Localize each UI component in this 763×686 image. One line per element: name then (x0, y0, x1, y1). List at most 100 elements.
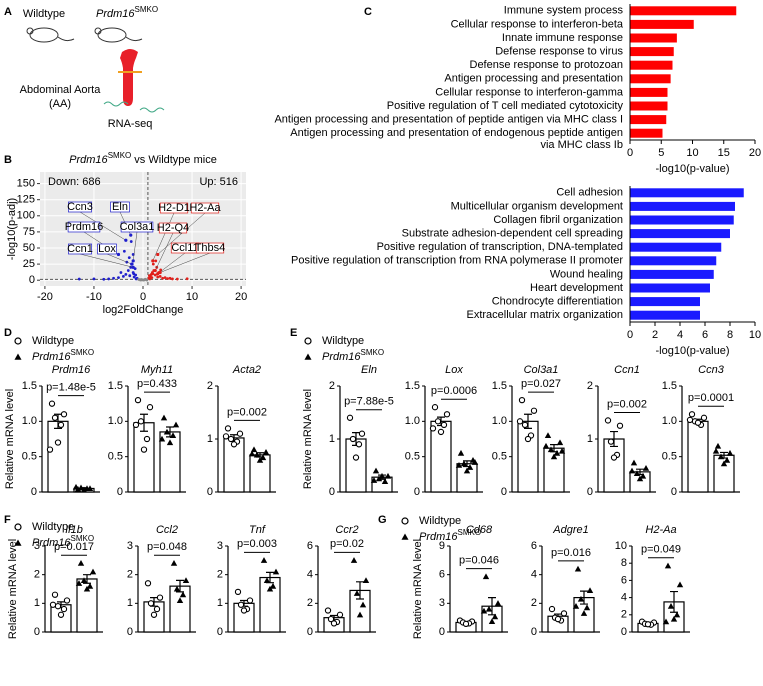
bar (630, 19, 694, 29)
point (132, 421, 140, 429)
point (482, 573, 490, 580)
bar (630, 33, 677, 43)
point (154, 259, 158, 263)
label-leader (157, 212, 206, 255)
y-tick-label: 6 (439, 569, 445, 581)
wave (139, 107, 165, 113)
legend-marker (14, 539, 22, 546)
y-axis-label: Relative mRNA level (412, 539, 424, 639)
point (353, 590, 361, 596)
p-value: p=7.88e-5 (344, 396, 394, 408)
bar (630, 201, 735, 211)
label-box (68, 201, 92, 213)
legend-marker (14, 353, 22, 360)
y-tick-label: 6 (531, 540, 537, 552)
point (119, 271, 123, 274)
bar (345, 438, 367, 493)
bar (47, 420, 69, 493)
annotation: Up: 516 (199, 176, 238, 188)
x-tick-label: 10 (686, 147, 698, 159)
gene-label: H2-D1 (158, 202, 190, 214)
label-box (67, 221, 101, 233)
error-bar (54, 413, 62, 429)
point (700, 414, 708, 421)
point (230, 441, 238, 448)
point (327, 615, 335, 623)
y-tick-label: 0 (439, 626, 445, 638)
point (160, 414, 168, 421)
point (156, 594, 164, 601)
point (460, 460, 468, 467)
point (175, 277, 179, 281)
point (147, 600, 155, 607)
bar (630, 101, 668, 111)
point (134, 277, 138, 281)
point (263, 577, 271, 583)
point (234, 588, 242, 596)
y-tick-label: 1 (587, 433, 593, 445)
point (336, 611, 344, 618)
point (723, 457, 731, 463)
annotation: Down: 686 (48, 176, 101, 188)
point (102, 277, 106, 281)
point (60, 605, 68, 613)
point (457, 449, 465, 456)
p-value: p=0.02 (330, 538, 364, 550)
legend-marker (401, 533, 409, 540)
category-label: via MHC class Ib (540, 139, 623, 151)
x-tick-label: 20 (235, 291, 247, 303)
point (171, 277, 174, 281)
label-leader (79, 253, 134, 268)
y-tick-label: 0.5 (405, 451, 420, 463)
point (720, 460, 728, 467)
point (437, 428, 445, 436)
point (143, 435, 151, 443)
point (518, 396, 526, 404)
point (163, 276, 167, 280)
point (346, 414, 354, 421)
point (256, 457, 264, 463)
point (57, 421, 65, 429)
p-value: p=0.002 (607, 398, 647, 410)
y-tick-label: 1.5 (108, 380, 123, 392)
point (139, 278, 142, 282)
point (185, 277, 189, 281)
point (572, 603, 580, 609)
point (530, 407, 538, 414)
category-label: Cell adhesion (556, 187, 623, 199)
y-tick-label: 3 (439, 597, 445, 609)
y-tick-label: 0 (34, 626, 40, 638)
y-tick-label: 4 (307, 569, 313, 581)
chart-title: Eln (361, 364, 377, 376)
point (132, 275, 136, 279)
chart-title: Ccn1 (614, 364, 640, 376)
y-tick-label: 6 (307, 540, 313, 552)
point (126, 269, 130, 272)
point (607, 438, 615, 445)
y-tick-label: 0 (117, 486, 123, 498)
mouse-tail (57, 36, 75, 42)
schematic-mutant-part: Prdm16 (96, 8, 135, 20)
p-value: p=0.017 (54, 541, 94, 553)
point (431, 404, 439, 411)
x-tick-label: 2 (652, 329, 658, 341)
y-tick-label: 0 (531, 626, 537, 638)
label-box (159, 202, 189, 214)
chart-title-part: SMKO (108, 151, 132, 160)
legend-label-part: SMKO (71, 348, 95, 357)
point (151, 262, 155, 266)
point (586, 587, 594, 593)
point (471, 459, 479, 465)
y-tick-label: 2 (531, 597, 537, 609)
error-bar (610, 430, 618, 448)
schematic-tissue: Abdominal Aorta (20, 84, 102, 96)
point (75, 580, 83, 586)
point (544, 432, 552, 439)
chart-title: H2-Aa (645, 524, 676, 536)
point (161, 276, 165, 280)
mouse-ear (94, 27, 102, 35)
point (491, 613, 499, 620)
x-tick-label: 8 (727, 329, 733, 341)
point (129, 240, 133, 243)
point (358, 430, 366, 437)
